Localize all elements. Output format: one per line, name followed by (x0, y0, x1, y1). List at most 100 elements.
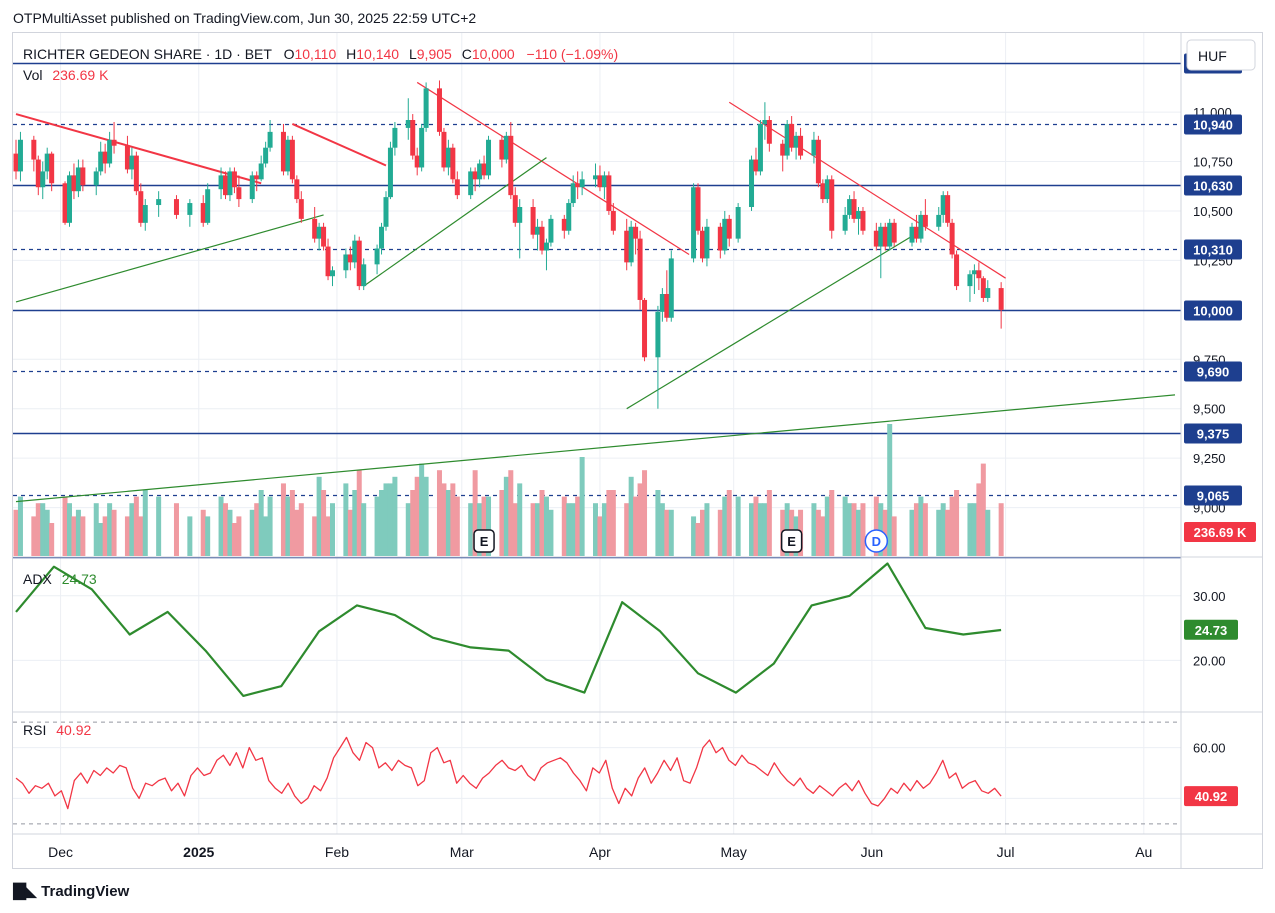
volume-bar (887, 424, 893, 556)
candle-body (321, 226, 327, 247)
volume-bar (664, 509, 670, 556)
candle-body (289, 139, 295, 180)
volume-bar (486, 496, 492, 556)
green-trendline[interactable] (15, 214, 324, 303)
candle-body (102, 151, 108, 164)
volume-bar (856, 509, 862, 556)
volume-bar (75, 509, 81, 556)
volume-bar (312, 516, 318, 556)
red-trendline[interactable] (291, 123, 387, 167)
svg-text:10,000: 10,000 (1193, 304, 1233, 319)
volume-bar (757, 503, 763, 556)
red-trendline[interactable] (15, 113, 262, 185)
volume-bar (187, 516, 193, 556)
volume-bar (726, 490, 732, 556)
volume-bar (918, 496, 924, 556)
candle-body (940, 195, 946, 215)
volume-bar (129, 503, 135, 556)
green-trendline[interactable] (626, 230, 922, 410)
candle-body (280, 131, 286, 172)
candle-body (13, 153, 19, 172)
volume-bar (254, 503, 260, 556)
volume-bar (236, 516, 242, 556)
earnings-marker[interactable]: E (780, 529, 803, 553)
candle-body (414, 155, 420, 168)
candle-body (298, 199, 304, 219)
legend-l-value: 9,905 (417, 46, 452, 62)
volume-bar (499, 490, 505, 556)
level-price-label: 9,375 (1184, 423, 1242, 444)
candle-body (410, 120, 416, 156)
volume-bar (392, 476, 398, 556)
candle-body (717, 226, 723, 251)
rsi-line[interactable] (15, 736, 1002, 810)
candle-body (811, 139, 817, 156)
volume-bar (753, 496, 759, 556)
candle-body (726, 218, 732, 239)
candle-body (205, 189, 211, 223)
x-tick-label: Au (1135, 844, 1152, 860)
red-trendline[interactable] (728, 101, 1006, 279)
candle-body (49, 153, 55, 184)
volume-bar (530, 503, 536, 556)
volume-bar (133, 496, 139, 556)
volume-bar (267, 496, 273, 556)
svg-text:10,310: 10,310 (1193, 243, 1233, 258)
volume-bar (17, 496, 23, 556)
volume-bar (882, 509, 888, 556)
adx-line[interactable] (15, 562, 1002, 697)
volume-bar (285, 496, 291, 556)
volume-bar (980, 463, 986, 556)
candle-body (383, 197, 389, 227)
earnings-marker[interactable]: E (473, 529, 495, 553)
volume-bar (922, 503, 928, 556)
candle-body (610, 210, 616, 231)
tradingview-footer[interactable]: ▇◣ TradingView (13, 881, 129, 901)
x-tick-label: 2025 (183, 844, 214, 860)
currency-label: HUF (1198, 48, 1227, 64)
candle-body (423, 88, 429, 128)
volume-bar (548, 509, 554, 556)
currency-button[interactable]: HUF (1186, 39, 1256, 71)
candle-body (387, 147, 393, 198)
volume-bar (842, 496, 848, 556)
candle-body (477, 163, 483, 180)
volume-bar (539, 490, 545, 556)
volume-bar (156, 496, 162, 556)
volume-bar (445, 490, 451, 556)
volume-bar (410, 490, 416, 556)
volume-bar (503, 476, 509, 556)
green-trendline[interactable] (363, 157, 547, 287)
candle-body (481, 163, 487, 176)
volume-bar (909, 509, 915, 556)
volume-bar (414, 476, 420, 556)
candle-body (815, 139, 821, 184)
candle-body (374, 248, 380, 265)
volume-bar (405, 503, 411, 556)
volume-bar (945, 509, 951, 556)
volume-bar (936, 509, 942, 556)
dividend-marker[interactable]: D (864, 529, 889, 553)
volume-bar (374, 496, 380, 556)
legend-c-label: C (462, 46, 472, 62)
volume-bar (699, 509, 705, 556)
candle-body (347, 254, 353, 263)
volume-bar (138, 516, 144, 556)
candle-body (187, 203, 193, 215)
candle-body (699, 230, 705, 259)
red-trendline[interactable] (416, 81, 690, 255)
x-tick-label: Jun (861, 844, 884, 860)
volume-bar (913, 503, 919, 556)
candle-body (218, 175, 224, 190)
candle-body (258, 163, 264, 180)
candle-body (762, 120, 768, 124)
candle-body (352, 240, 358, 263)
volume-bar (356, 470, 362, 556)
candle-body (793, 135, 799, 148)
candle-body (543, 242, 549, 251)
volume-bar (263, 516, 269, 556)
green-trendline[interactable] (15, 394, 1176, 503)
volume-bar (998, 503, 1004, 556)
volume-bar (762, 503, 768, 556)
